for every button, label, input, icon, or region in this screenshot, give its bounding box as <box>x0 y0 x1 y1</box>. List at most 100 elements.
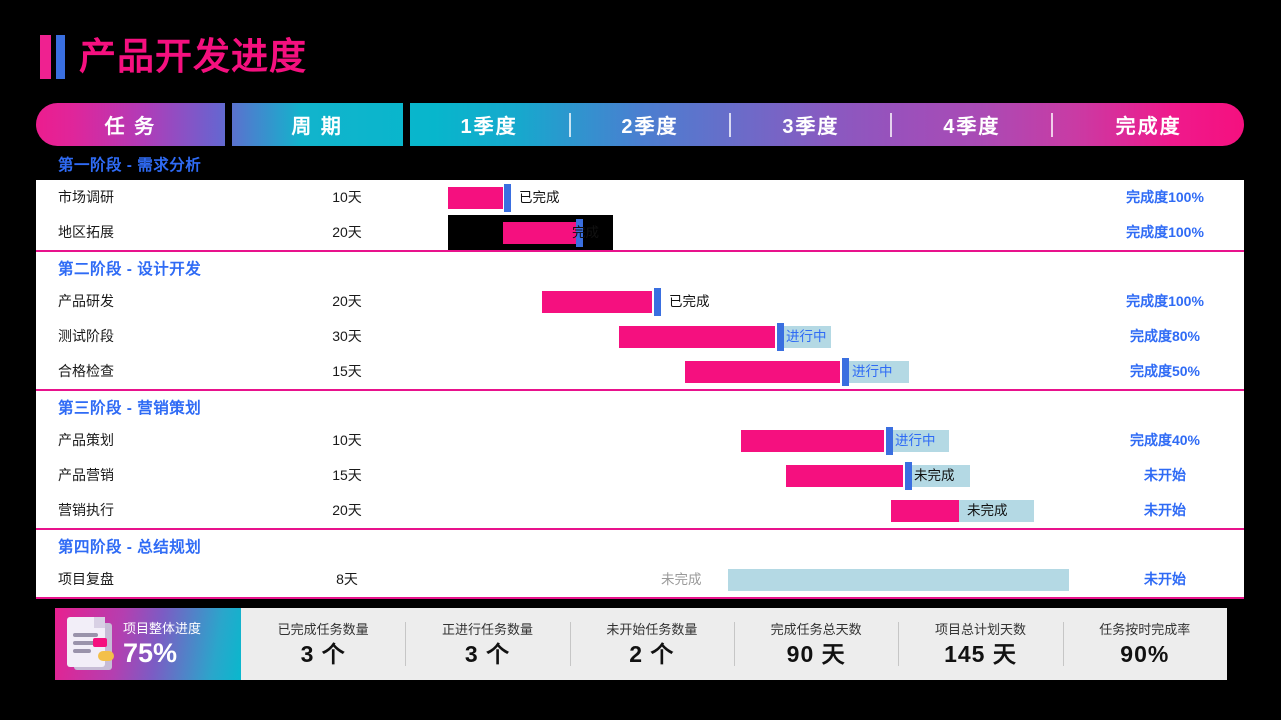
table-row[interactable]: 营销执行 20天 未完成 未开始 <box>36 493 1244 528</box>
task-duration: 10天 <box>332 189 362 205</box>
phase-header[interactable]: 第二阶段 - 设计开发 <box>36 252 1244 284</box>
gantt-bar-marker[interactable] <box>842 358 849 386</box>
table-row[interactable]: 产品营销 15天 未完成 未开始 <box>36 458 1244 493</box>
phase-section: 第二阶段 - 设计开发 产品研发 20天 已完成 完成度100% 测试阶段 30天进行中 完成… <box>36 252 1244 391</box>
task-name: 市场调研 <box>58 189 114 205</box>
stat-cell[interactable]: 未开始任务数量 2 个 <box>569 608 734 680</box>
stat-caption: 未开始任务数量 <box>606 622 698 637</box>
table-row[interactable]: 地区拓展 20天 完成 完成度100% <box>36 215 1244 250</box>
gantt-track: 完成 <box>36 215 1244 250</box>
gantt-bar-marker[interactable] <box>777 323 784 351</box>
stat-cell[interactable]: 项目总计划天数 145 天 <box>898 608 1062 680</box>
header-cell-label: 4季度 <box>943 116 1001 138</box>
header-cell-label: 任 务 <box>104 116 157 138</box>
header-cell-7[interactable]: 完成度 <box>1053 103 1244 146</box>
header-gap <box>224 103 232 146</box>
task-name: 营销执行 <box>58 502 114 518</box>
table-row[interactable]: 测试阶段 30天 进行中 完成度80% <box>36 319 1244 354</box>
gantt-bar-label: 已完成 <box>519 190 560 205</box>
phase-header-label: 第三阶段 - 营销策划 <box>58 400 202 417</box>
task-completion: 完成度100% <box>1126 189 1204 205</box>
header-cell-5[interactable]: 3季度 <box>731 103 890 146</box>
gantt-bar-marker[interactable] <box>886 427 893 455</box>
gantt-bar-label: 未完成 <box>661 572 702 587</box>
task-duration: 15天 <box>332 363 362 379</box>
gantt-bar-progress[interactable] <box>542 291 652 313</box>
header-cell-3[interactable]: 1季度 <box>410 103 569 146</box>
header-cell-6[interactable]: 4季度 <box>892 103 1051 146</box>
stat-caption: 完成任务总天数 <box>770 622 862 637</box>
gantt-track: 已完成 <box>36 180 1244 215</box>
phase-header[interactable]: 第四阶段 - 总结规划 <box>36 530 1244 562</box>
task-completion: 未开始 <box>1144 467 1186 483</box>
stat-cell[interactable]: 已完成任务数量 3 个 <box>241 608 405 680</box>
phase-header[interactable]: 第三阶段 - 营销策划 <box>36 391 1244 423</box>
task-duration: 20天 <box>332 224 362 240</box>
gantt-bar-remaining[interactable] <box>959 500 1034 522</box>
stat-value: 90% <box>1120 641 1170 667</box>
table-row[interactable]: 合格检查 15天 进行中 完成度50% <box>36 354 1244 389</box>
task-name: 地区拓展 <box>58 224 114 240</box>
gantt-bar-remaining[interactable] <box>912 465 970 487</box>
phase-header-label: 第一阶段 - 需求分析 <box>58 157 202 174</box>
gantt-bar-marker[interactable] <box>654 288 661 316</box>
table-row[interactable]: 市场调研 10天 已完成 完成度100% <box>36 180 1244 215</box>
gantt-bar-progress[interactable] <box>619 326 775 348</box>
gantt-bar-remaining[interactable] <box>728 569 1069 591</box>
header-separator <box>890 112 893 137</box>
overall-progress-label: 项目整体进度 <box>123 620 202 636</box>
gantt-bar-marker[interactable] <box>905 462 912 490</box>
gantt-bar-progress[interactable] <box>685 361 840 383</box>
gantt-track: 进行中 <box>36 423 1244 458</box>
gantt-bar-marker[interactable] <box>504 184 511 212</box>
header-cell-label: 1季度 <box>460 116 518 138</box>
gantt-board: 第一阶段 - 需求分析 市场调研 10天 已完成 完成度100% 地区拓展 20天 完成 完成度… <box>36 148 1244 600</box>
task-duration: 30天 <box>332 328 362 344</box>
overall-progress-card: 项目整体进度 75% <box>55 608 241 680</box>
page-title: 产品开发进度 <box>40 35 307 79</box>
stat-cell[interactable]: 完成任务总天数 90 天 <box>733 608 898 680</box>
gantt-bar-progress[interactable] <box>741 430 884 452</box>
table-row[interactable]: 产品研发 20天 已完成 完成度100% <box>36 284 1244 319</box>
phase-header[interactable]: 第一阶段 - 需求分析 <box>36 148 1244 180</box>
phase-rows: 市场调研 10天 已完成 完成度100% 地区拓展 20天 完成 完成度100% <box>36 180 1244 250</box>
gantt-bar-remaining[interactable] <box>849 361 909 383</box>
phase-header-label: 第四阶段 - 总结规划 <box>58 539 202 556</box>
gantt-bar-label: 进行中 <box>852 364 893 379</box>
task-name: 产品营销 <box>58 467 114 483</box>
gantt-bar-progress[interactable] <box>786 465 903 487</box>
gantt-bar-progress[interactable] <box>891 500 959 522</box>
gantt-bar-label: 未完成 <box>967 503 1008 518</box>
header-separator <box>568 112 571 137</box>
gantt-bar-progress[interactable] <box>448 187 503 209</box>
document-icon <box>67 617 114 671</box>
gantt-bar-remaining[interactable] <box>784 326 831 348</box>
gantt-bar-progress[interactable] <box>503 222 576 244</box>
task-completion: 完成度100% <box>1126 293 1204 309</box>
table-row[interactable]: 项目复盘 8天 未完成 未开始 <box>36 562 1244 597</box>
gantt-track: 未完成 <box>36 458 1244 493</box>
header-separator <box>1051 112 1054 137</box>
stat-value: 90 天 <box>786 641 846 667</box>
stat-cell[interactable]: 任务按时完成率 90% <box>1062 608 1227 680</box>
header-cell-1[interactable]: 任 务 <box>36 103 225 146</box>
gantt-bar-marker[interactable] <box>576 219 583 247</box>
stat-cell[interactable]: 正进行任务数量 3 个 <box>405 608 569 680</box>
header-cell-2[interactable]: 周 期 <box>232 103 403 146</box>
phase-rows: 产品策划 10天 进行中 完成度40% 产品营销 15天 未完成 未开始 营销执行 20天 未完成未… <box>36 423 1244 528</box>
title-bars-icon <box>40 35 65 79</box>
stat-caption: 已完成任务数量 <box>277 622 369 637</box>
gantt-bar-remaining[interactable] <box>893 430 949 452</box>
gantt-track: 已完成 <box>36 284 1244 319</box>
header-cell-label: 2季度 <box>621 116 679 138</box>
table-row[interactable]: 产品策划 10天 进行中 完成度40% <box>36 423 1244 458</box>
task-name: 产品策划 <box>58 432 114 448</box>
gantt-track: 进行中 <box>36 354 1244 389</box>
task-name: 测试阶段 <box>58 328 114 344</box>
header-gap <box>402 103 410 146</box>
phase-section: 第三阶段 - 营销策划产品策划 10天 进行中 完成度40% 产品营销 15天 未完成 未开始… <box>36 391 1244 530</box>
phase-divider <box>36 597 1244 599</box>
stat-value: 145 天 <box>944 641 1017 667</box>
header-cell-label: 完成度 <box>1115 116 1182 138</box>
header-cell-4[interactable]: 2季度 <box>571 103 730 146</box>
